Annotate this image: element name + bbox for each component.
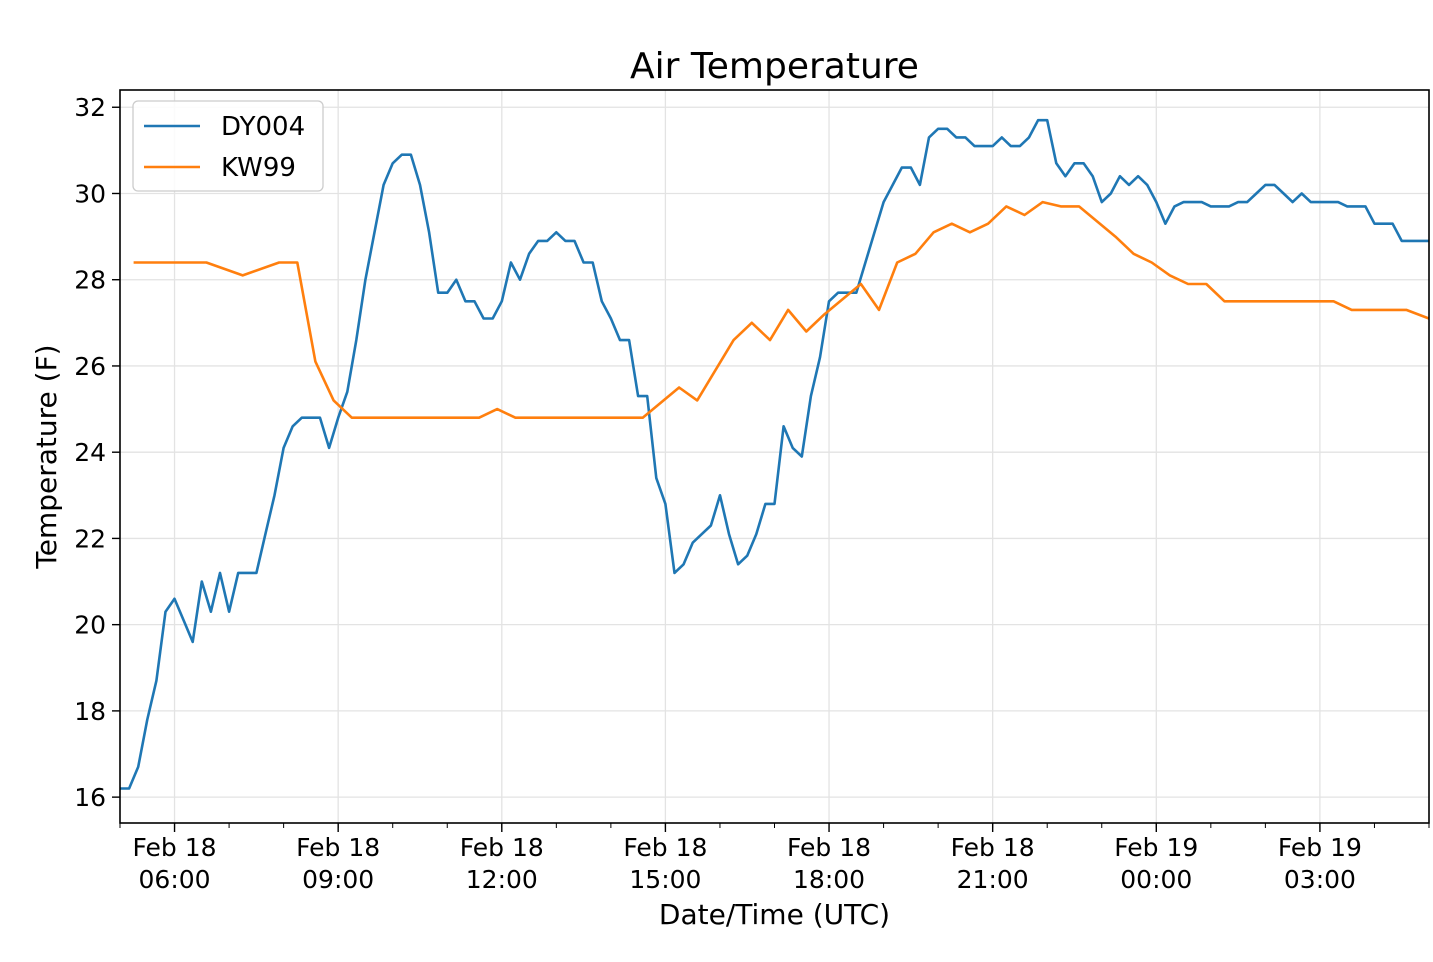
x-tick-date: Feb 18	[133, 833, 217, 862]
plot-frame	[119, 89, 1430, 824]
x-axis-label: Date/Time (UTC)	[659, 898, 890, 931]
series-line-kw99	[133, 200, 1429, 419]
x-tick-date: Feb 19	[1278, 833, 1362, 862]
x-tick-date: Feb 18	[951, 833, 1035, 862]
x-tick-time: 18:00	[793, 865, 865, 894]
y-tick-label: 16	[74, 783, 106, 812]
legend-label: DY004	[221, 112, 305, 142]
x-tick-time: 15:00	[629, 865, 701, 894]
y-axis-label: Temperature (F)	[30, 344, 63, 569]
y-tick-label: 28	[74, 266, 106, 295]
y-tick-label: 18	[74, 697, 106, 726]
x-tick-time: 00:00	[1120, 865, 1192, 894]
x-tick-time: 12:00	[466, 865, 538, 894]
chart-title: Air Temperature	[630, 46, 919, 87]
x-tick-date: Feb 18	[460, 833, 544, 862]
x-tick-date: Feb 19	[1114, 833, 1198, 862]
y-tick-label: 26	[74, 352, 106, 381]
y-tick-label: 20	[74, 611, 106, 640]
series-layer	[120, 118, 1429, 790]
y-tick-label: 24	[74, 438, 106, 467]
legend-label: KW99	[221, 153, 296, 183]
legend-box	[132, 100, 324, 192]
x-tick-time: 09:00	[302, 865, 374, 894]
y-tick-label: 22	[74, 524, 106, 553]
series-line-dy004	[120, 118, 1429, 790]
y-tick-label: 32	[74, 93, 106, 122]
legend: DY004 KW99	[132, 100, 324, 192]
axis-ticks: 16 18 20 22 24 26 28 30 32 Feb 18 06:00 Feb 18 09:00…	[74, 93, 1430, 894]
x-tick-time: 06:00	[139, 865, 211, 894]
x-tick-date: Feb 18	[623, 833, 707, 862]
x-tick-date: Feb 18	[296, 833, 380, 862]
x-tick-time: 03:00	[1284, 865, 1356, 894]
grid	[120, 90, 1429, 823]
y-tick-label: 30	[74, 179, 106, 208]
x-tick-time: 21:00	[957, 865, 1029, 894]
x-tick-date: Feb 18	[787, 833, 871, 862]
